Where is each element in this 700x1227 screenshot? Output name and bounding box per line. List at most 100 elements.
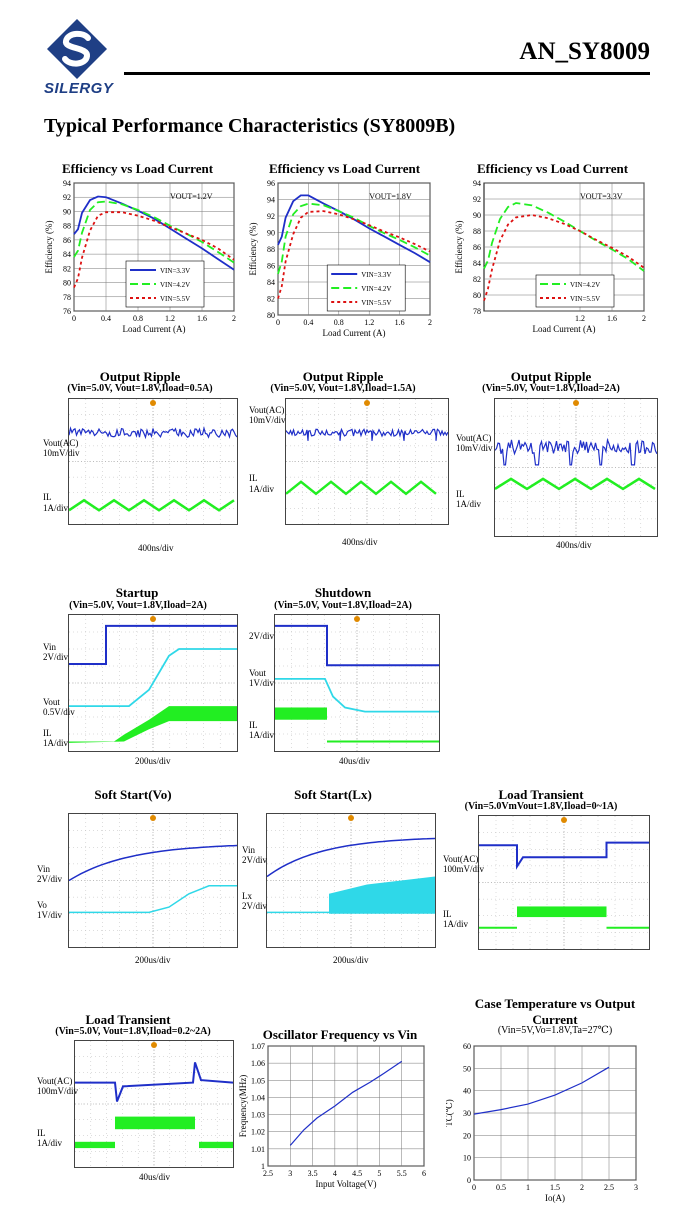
trigger-marker bbox=[573, 400, 579, 406]
legend-entry: VIN=4.2V bbox=[160, 281, 190, 289]
ssvo-label-3: Vo bbox=[37, 900, 47, 910]
vout-annotation: VOUT=3.3V bbox=[580, 192, 623, 201]
trigger-marker bbox=[354, 616, 360, 622]
x-tick-label: 0.4 bbox=[303, 318, 313, 327]
y-tick-label: 84 bbox=[63, 250, 71, 259]
x-tick-label: 1.6 bbox=[607, 314, 617, 323]
shutdown-label-1: 2V/div bbox=[249, 631, 274, 641]
brand-name: SILERGY bbox=[44, 80, 113, 97]
ssvo-title: Soft Start(Vo) bbox=[68, 787, 198, 803]
il-trace-low-2 bbox=[199, 1142, 233, 1148]
il-trace-high bbox=[517, 906, 607, 917]
silergy-logo bbox=[44, 16, 110, 82]
ripple3-scope bbox=[494, 398, 658, 537]
y-tick-label: 92 bbox=[63, 193, 71, 202]
il-trace bbox=[69, 500, 234, 510]
ssvo-label-2: 2V/div bbox=[37, 874, 62, 884]
temp-subtitle: (Vin=5V,Vo=1.8V,Ta=27℃) bbox=[455, 1025, 655, 1036]
x-tick-label: 4.5 bbox=[352, 1169, 362, 1178]
vout-annotation: VOUT=1.2V bbox=[170, 192, 213, 201]
trigger-marker bbox=[364, 400, 370, 406]
il-trace bbox=[275, 707, 327, 719]
ssvo-timebase: 200us/div bbox=[135, 955, 171, 965]
plot-area bbox=[268, 1046, 424, 1166]
x-tick-label: 2 bbox=[428, 318, 432, 327]
ssvo-traces bbox=[69, 814, 237, 947]
startup-title: Startup bbox=[72, 585, 202, 601]
shutdown-timebase: 40us/div bbox=[339, 756, 370, 766]
legend-entry: VIN=5.5V bbox=[361, 299, 391, 307]
x-tick-label: 3 bbox=[288, 1169, 292, 1178]
lt2-scope bbox=[74, 1040, 234, 1168]
ripple3-timebase: 400ns/div bbox=[556, 540, 592, 550]
ripple3-subtitle: (Vin=5.0V, Vout=1.8V,Iload=2A) bbox=[461, 383, 641, 394]
x-tick-label: 0 bbox=[276, 318, 280, 327]
legend-entry: VIN=5.5V bbox=[160, 295, 190, 303]
logo-mark-icon bbox=[44, 16, 110, 82]
lt1-traces bbox=[479, 816, 649, 949]
startup-subtitle: (Vin=5.0V, Vout=1.8V,Iload=2A) bbox=[48, 600, 228, 611]
ripple1-timebase: 400ns/div bbox=[138, 543, 174, 553]
lt2-label-2: 100mV/div bbox=[37, 1086, 78, 1096]
y-tick-label: 92 bbox=[473, 195, 481, 204]
x-tick-label: 1.2 bbox=[165, 314, 175, 323]
x-tick-label: 1.5 bbox=[550, 1183, 560, 1192]
sslx-scope bbox=[266, 813, 436, 948]
x-tick-label: 0.8 bbox=[133, 314, 143, 323]
osc-chart: 11.011.021.031.041.051.061.072.5 3 3.5 4 4.5… bbox=[238, 1038, 438, 1198]
trigger-marker bbox=[151, 1042, 157, 1048]
y-tick-label: 80 bbox=[63, 279, 71, 288]
ripple1-label-4: 1A/div bbox=[43, 503, 68, 513]
legend-entry: VIN=3.3V bbox=[160, 267, 190, 275]
shutdown-traces bbox=[275, 615, 439, 751]
y-tick-label: 88 bbox=[267, 245, 275, 254]
y-tick-label: 90 bbox=[267, 229, 275, 238]
section-title: Typical Performance Characteristics (SY8… bbox=[44, 115, 455, 138]
ripple3-label-3: IL bbox=[456, 489, 465, 499]
ripple1-label-3: IL bbox=[43, 492, 52, 502]
y-tick-label: 84 bbox=[267, 278, 275, 287]
y-tick-label: 96 bbox=[267, 179, 275, 188]
y-tick-label: 1.01 bbox=[251, 1145, 265, 1154]
x-tick-label: 2.5 bbox=[604, 1183, 614, 1192]
startup-traces bbox=[69, 615, 237, 751]
y-tick-label: 90 bbox=[63, 207, 71, 216]
y-tick-label: 86 bbox=[267, 262, 275, 271]
ripple1-traces bbox=[69, 399, 237, 524]
y-tick-label: 80 bbox=[267, 311, 275, 320]
ripple2-subtitle: (Vin=5.0V, Vout=1.8V,Iload=1.5A) bbox=[253, 383, 433, 394]
lt2-subtitle: (Vin=5.0V, Vout=1.8V,Iload=0.2~2A) bbox=[43, 1026, 223, 1037]
eff3-chart: 7880828486889092941.2 1.6 2Load Current (A… bbox=[448, 175, 653, 345]
x-tick-label: 6 bbox=[422, 1169, 426, 1178]
y-tick-label: 82 bbox=[267, 295, 275, 304]
temp-title: Case Temperature vs Output Current bbox=[455, 996, 655, 1028]
y-tick-label: 76 bbox=[63, 307, 71, 316]
header-rule bbox=[124, 72, 650, 75]
lt1-label-4: 1A/div bbox=[443, 919, 468, 929]
y-tick-label: 80 bbox=[473, 291, 481, 300]
y-axis-label: Efficiency (%) bbox=[44, 220, 54, 273]
y-tick-label: 94 bbox=[63, 179, 71, 188]
x-tick-label: 1 bbox=[526, 1183, 530, 1192]
x-tick-label: 2 bbox=[642, 314, 646, 323]
trigger-marker bbox=[150, 616, 156, 622]
shutdown-label-2: Vout bbox=[249, 668, 266, 678]
y-tick-label: 78 bbox=[63, 293, 71, 302]
il-trace-high bbox=[115, 1117, 195, 1130]
x-axis-label: Input Voltage(V) bbox=[316, 1179, 377, 1189]
y-tick-label: 82 bbox=[473, 275, 481, 284]
y-tick-label: 88 bbox=[63, 222, 71, 231]
lx-switching-trace bbox=[329, 877, 435, 914]
ssvo-label-4: 1V/div bbox=[37, 910, 62, 920]
ripple2-label-4: 1A/div bbox=[249, 484, 274, 494]
startup-label-5: IL bbox=[43, 728, 52, 738]
lt1-label-3: IL bbox=[443, 909, 452, 919]
eff1-chart: 767880828486889092940 0.4 0.8 1.2 1.6 2Load C… bbox=[40, 175, 245, 345]
ripple1-scope bbox=[68, 398, 238, 525]
x-tick-label: 0 bbox=[472, 1183, 476, 1192]
startup-label-6: 1A/div bbox=[43, 738, 68, 748]
x-tick-label: 0.4 bbox=[101, 314, 111, 323]
trigger-marker bbox=[150, 815, 156, 821]
shutdown-label-4: IL bbox=[249, 720, 258, 730]
legend-entry: VIN=4.2V bbox=[361, 285, 391, 293]
